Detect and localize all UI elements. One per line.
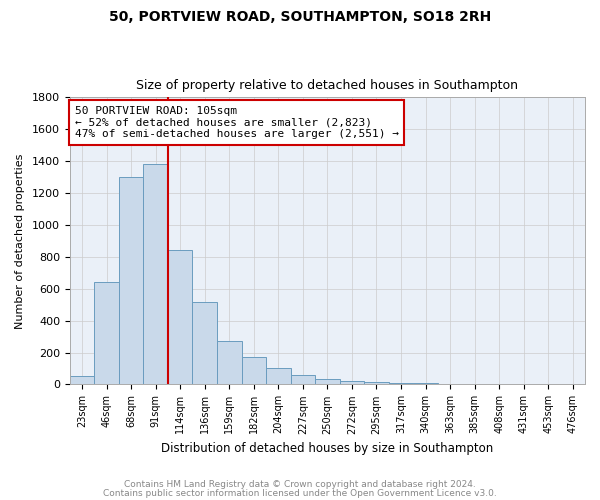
- Bar: [70, 376, 94, 384]
- Text: 50 PORTVIEW ROAD: 105sqm
← 52% of detached houses are smaller (2,823)
47% of sem: 50 PORTVIEW ROAD: 105sqm ← 52% of detach…: [75, 106, 399, 139]
- Text: Contains HM Land Registry data © Crown copyright and database right 2024.: Contains HM Land Registry data © Crown c…: [124, 480, 476, 489]
- X-axis label: Distribution of detached houses by size in Southampton: Distribution of detached houses by size …: [161, 442, 494, 455]
- Bar: [242, 358, 266, 384]
- Bar: [340, 381, 364, 384]
- Bar: [168, 250, 193, 384]
- Bar: [389, 383, 413, 384]
- Title: Size of property relative to detached houses in Southampton: Size of property relative to detached ho…: [136, 79, 518, 92]
- Y-axis label: Number of detached properties: Number of detached properties: [15, 153, 25, 328]
- Bar: [143, 164, 168, 384]
- Text: Contains public sector information licensed under the Open Government Licence v3: Contains public sector information licen…: [103, 489, 497, 498]
- Bar: [217, 340, 242, 384]
- Text: 50, PORTVIEW ROAD, SOUTHAMPTON, SO18 2RH: 50, PORTVIEW ROAD, SOUTHAMPTON, SO18 2RH: [109, 10, 491, 24]
- Bar: [290, 375, 315, 384]
- Bar: [193, 302, 217, 384]
- Bar: [119, 177, 143, 384]
- Bar: [364, 382, 389, 384]
- Bar: [94, 282, 119, 384]
- Bar: [315, 379, 340, 384]
- Bar: [266, 368, 290, 384]
